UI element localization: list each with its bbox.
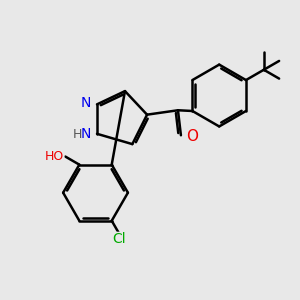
Text: N: N: [80, 127, 91, 141]
Text: N: N: [80, 96, 91, 110]
Text: Cl: Cl: [112, 232, 126, 246]
Text: H: H: [72, 128, 82, 141]
Text: HO: HO: [45, 150, 64, 163]
Text: O: O: [186, 129, 198, 144]
